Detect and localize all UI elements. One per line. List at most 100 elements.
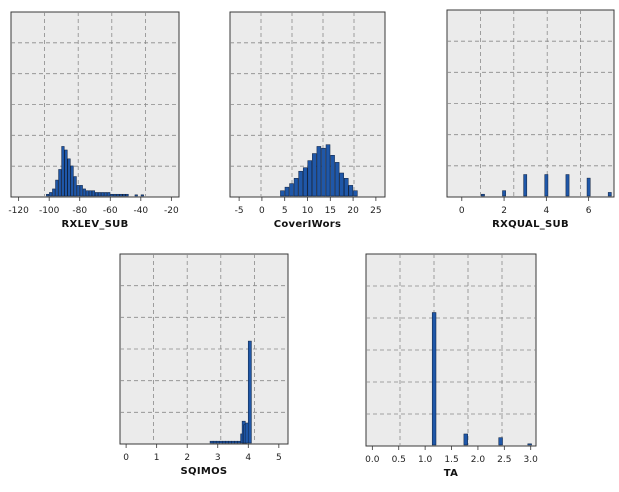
histogram-bar	[85, 190, 89, 197]
x-tick-label: 2	[184, 453, 190, 463]
histogram-bar	[481, 193, 485, 197]
x-axis-title: SQIMOS	[181, 466, 228, 477]
x-tick-label: -60	[103, 206, 118, 216]
histogram-bar	[58, 169, 62, 197]
histogram-bar	[79, 185, 83, 197]
x-tick-label: 1	[154, 453, 160, 463]
x-tick-label: 4	[245, 453, 251, 463]
histogram-bar	[334, 162, 340, 197]
histogram-bar	[98, 192, 102, 197]
histogram-bar	[502, 190, 506, 197]
histogram-bar	[101, 192, 105, 197]
x-tick-label: -100	[39, 206, 60, 216]
x-tick-label: 15	[325, 206, 336, 216]
histogram-bar	[91, 190, 96, 197]
histogram-bar	[607, 192, 612, 197]
x-tick-label: 25	[370, 206, 381, 216]
histogram-bar	[55, 179, 59, 197]
histogram-bar	[339, 172, 344, 197]
histogram-bar	[237, 440, 241, 444]
histogram-bar	[330, 155, 335, 197]
histogram-bar	[312, 153, 317, 197]
histogram-bar	[212, 440, 217, 444]
histogram-bar	[431, 312, 437, 446]
histogram-bar	[321, 147, 326, 197]
histogram-bar	[88, 190, 92, 197]
x-tick-label: -5	[235, 206, 244, 216]
histogram-bar	[222, 440, 226, 444]
histogram-bar	[104, 192, 108, 197]
histogram-bar	[70, 165, 74, 197]
x-tick-label: 1.0	[418, 455, 433, 465]
histogram-bar	[113, 193, 117, 197]
histogram-sqimos: 0 1 2 3 4 5 SQIMOS	[118, 252, 308, 492]
histogram-bar	[586, 177, 591, 197]
histogram-bar	[348, 185, 354, 197]
histogram-rxlev-sub: -120 -100 -80 -60 -40 -20 RXLEV_SUB	[8, 10, 189, 255]
histogram-bar	[307, 160, 313, 197]
histogram-bar	[116, 193, 120, 197]
histogram-bar	[325, 144, 331, 197]
histogram-bar	[225, 440, 229, 444]
x-tick-label: 1.5	[444, 455, 458, 465]
histogram-bar	[527, 443, 532, 446]
x-tick-label: 6	[586, 206, 592, 216]
x-tick-label: 2	[501, 206, 507, 216]
histogram-bar	[344, 178, 349, 197]
x-tick-label: 5	[276, 453, 282, 463]
histogram-bar	[64, 149, 68, 197]
x-axis-title: RXQUAL_SUB	[492, 219, 569, 230]
x-tick-label: 10	[302, 206, 314, 216]
x-tick-label: 3.0	[524, 455, 539, 465]
x-tick-label: -120	[8, 206, 29, 216]
histogram-bar	[247, 340, 252, 444]
histogram-bar	[280, 190, 285, 197]
histogram-coveriwors: -5 0 5 10 15 20 25 CoverIWors	[228, 10, 418, 255]
x-tick-label: -80	[72, 206, 87, 216]
histogram-bar	[49, 192, 53, 197]
x-tick-label: 0	[123, 453, 129, 463]
histogram-bar	[463, 433, 468, 446]
histogram-bar	[67, 158, 71, 197]
histogram-bar	[107, 192, 111, 197]
histogram-bar	[298, 170, 303, 197]
histogram-ta: 0.0 0.5 1.0 1.5 2.0 2.5 3.0 TA	[364, 252, 554, 492]
histogram-bar	[110, 193, 114, 197]
histogram-bar	[46, 193, 50, 197]
histogram-bar	[76, 185, 80, 197]
x-axis-title: CoverIWors	[274, 219, 342, 230]
histogram-bar	[122, 193, 126, 197]
histogram-bar	[82, 188, 86, 197]
histogram-bar	[523, 174, 528, 197]
histogram-bar	[209, 440, 214, 444]
x-tick-label: -40	[133, 206, 148, 216]
histogram-bar	[498, 437, 503, 446]
x-tick-label: 0	[459, 206, 465, 216]
histogram-rxqual-sub: 0 2 4 6 RXQUAL_SUB	[445, 8, 619, 253]
histogram-bar	[218, 440, 223, 444]
x-tick-label: 5	[282, 206, 288, 216]
histogram-bar	[125, 193, 129, 197]
histogram-bar	[565, 174, 570, 197]
histogram-bar	[544, 174, 549, 197]
histogram-bar	[134, 194, 138, 197]
x-tick-label: 2.0	[471, 455, 486, 465]
histogram-bar	[316, 146, 322, 197]
histogram-bar	[215, 440, 220, 444]
histogram-bar	[293, 178, 299, 197]
histogram-bar	[231, 440, 235, 444]
x-tick-label: 2.5	[497, 455, 511, 465]
x-tick-label: 3	[215, 453, 221, 463]
plot-area	[446, 9, 615, 198]
histogram-bar	[94, 192, 99, 197]
histogram-bar	[284, 186, 290, 197]
x-tick-label: 0.0	[365, 455, 380, 465]
x-tick-label: 0.5	[392, 455, 406, 465]
histogram-bar	[244, 422, 249, 444]
x-tick-label: 4	[543, 206, 549, 216]
histogram-bar	[228, 440, 232, 444]
x-axis-title: RXLEV_SUB	[62, 219, 129, 230]
x-tick-label: 0	[259, 206, 265, 216]
x-tick-label: -20	[164, 206, 179, 216]
x-tick-label: 20	[347, 206, 359, 216]
